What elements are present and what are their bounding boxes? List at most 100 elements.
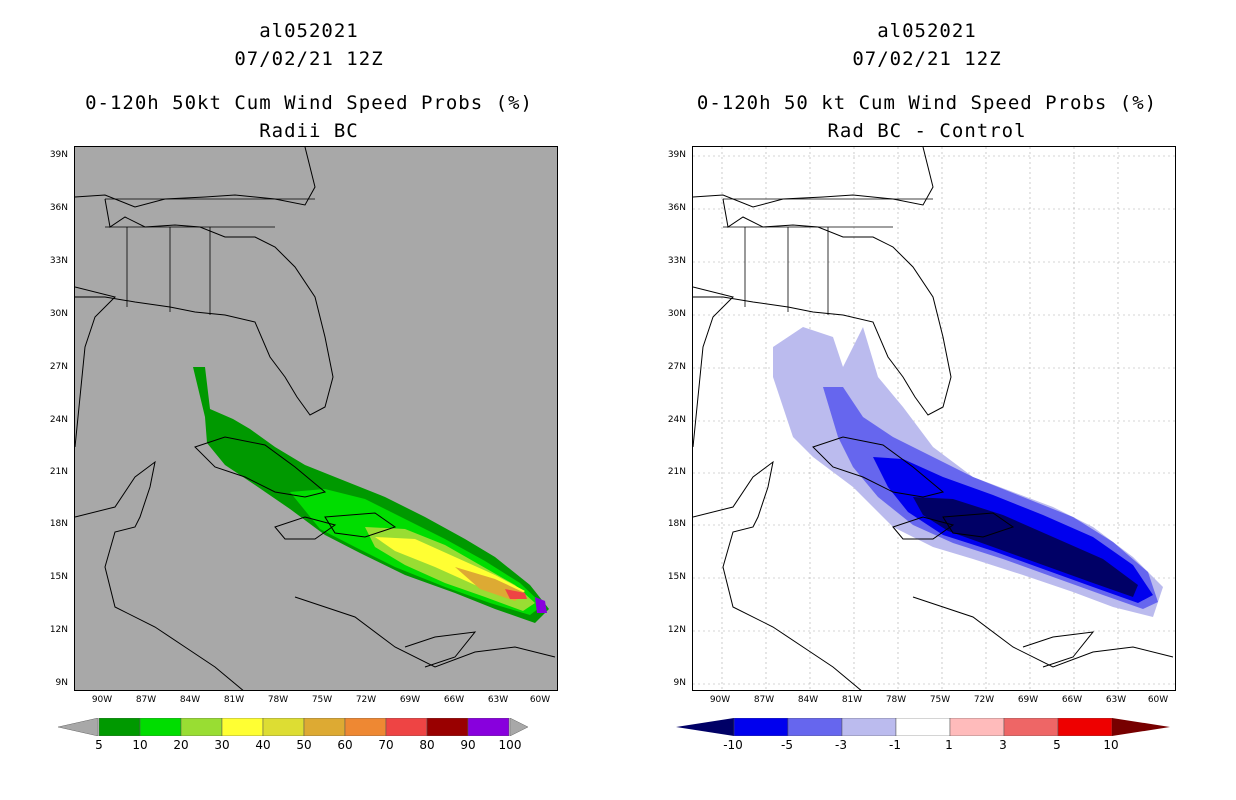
lat-tick-24n: 24N (667, 415, 686, 425)
lat-tick-9n: 9N (673, 678, 686, 688)
lat-tick-36n: 36N (667, 203, 686, 213)
left-colorbar-cell (98, 718, 141, 736)
right-colorbar (676, 718, 1170, 736)
lat-tick-33n: 33N (667, 256, 686, 266)
left-colorbar-cell (303, 718, 346, 736)
lat-tick-21n: 21N (667, 467, 686, 477)
right-colorbar-cell (1003, 718, 1059, 736)
left-cbar-label-100: 100 (498, 738, 522, 752)
right-colorbar-cell (733, 718, 789, 736)
lat-tick-36n: 36N (49, 203, 68, 213)
lon-tick-87w: 87W (135, 695, 157, 705)
right-difference-plume (773, 327, 1163, 617)
left-colorbar-cell (262, 718, 305, 736)
left-cbar-label-80: 80 (419, 738, 435, 752)
lat-tick-24n: 24N (49, 415, 68, 425)
lat-tick-21n: 21N (49, 467, 68, 477)
left-probability-plume (193, 367, 549, 623)
right-colorbar-cell (895, 718, 951, 736)
right-cbar-label-3: 3 (999, 738, 1007, 752)
lat-tick-15n: 15N (667, 572, 686, 582)
left-colorbar-cell (426, 718, 469, 736)
right-cbar-label-5: 5 (1053, 738, 1061, 752)
left-colorbar (58, 718, 528, 736)
left-datetime: 07/02/21 12Z (234, 48, 384, 70)
lon-tick-60w: 60W (1147, 695, 1169, 705)
lat-tick-27n: 27N (49, 362, 68, 372)
lat-tick-30n: 30N (49, 309, 68, 319)
left-panel: al052021 07/02/21 12Z 0-120h 50kt Cum Wi… (49, 20, 558, 752)
right-map (692, 146, 1176, 691)
lon-tick-63w: 63W (1105, 695, 1127, 705)
lon-tick-75w: 75W (311, 695, 333, 705)
right-title: 0-120h 50 kt Cum Wind Speed Probs (%) (696, 92, 1158, 114)
left-map (74, 146, 558, 691)
left-storm-id: al052021 (259, 20, 359, 42)
left-coastlines (75, 147, 556, 690)
lat-tick-12n: 12N (667, 625, 686, 635)
left-colorbar-low-arrow (58, 718, 99, 736)
left-colorbar-cell (344, 718, 387, 736)
right-colorbar-cell (841, 718, 897, 736)
lon-tick-69w: 69W (1017, 695, 1039, 705)
lon-tick-78w: 78W (885, 695, 907, 705)
left-cbar-label-70: 70 (378, 738, 394, 752)
left-cbar-label-60: 60 (337, 738, 353, 752)
left-cbar-label-20: 20 (173, 738, 189, 752)
left-cbar-label-50: 50 (296, 738, 312, 752)
right-datetime: 07/02/21 12Z (852, 48, 1002, 70)
right-cbar-label-neg10: -10 (723, 738, 743, 752)
lon-tick-60w: 60W (529, 695, 551, 705)
lat-tick-15n: 15N (49, 572, 68, 582)
left-cbar-label-40: 40 (255, 738, 271, 752)
right-cbar-label-10: 10 (1103, 738, 1119, 752)
lat-tick-18n: 18N (49, 519, 68, 529)
lon-tick-78w: 78W (267, 695, 289, 705)
right-cbar-label-1: 1 (945, 738, 953, 752)
lon-tick-72w: 72W (973, 695, 995, 705)
lat-tick-12n: 12N (49, 625, 68, 635)
lat-tick-18n: 18N (667, 519, 686, 529)
lon-tick-72w: 72W (355, 695, 377, 705)
right-colorbar-cell (949, 718, 1005, 736)
lon-tick-63w: 63W (487, 695, 509, 705)
left-colorbar-cell (221, 718, 264, 736)
lat-tick-30n: 30N (667, 309, 686, 319)
lon-tick-81w: 81W (841, 695, 863, 705)
lon-tick-81w: 81W (223, 695, 245, 705)
left-colorbar-cell (139, 718, 182, 736)
right-grid (693, 147, 1175, 690)
lon-tick-84w: 84W (179, 695, 201, 705)
left-colorbar-high-arrow (509, 718, 528, 736)
right-panel: al052021 07/02/21 12Z 0-120h 50 kt Cum W… (618, 0, 1236, 800)
lat-tick-9n: 9N (55, 678, 68, 688)
lon-tick-84w: 84W (797, 695, 819, 705)
lon-tick-90w: 90W (91, 695, 113, 705)
left-subtitle: Radii BC (259, 120, 359, 142)
lon-tick-69w: 69W (399, 695, 421, 705)
left-title: 0-120h 50kt Cum Wind Speed Probs (%) (85, 92, 533, 114)
right-coastlines (693, 147, 1174, 690)
right-cbar-label-neg1: -1 (889, 738, 901, 752)
right-colorbar-cell (787, 718, 843, 736)
right-colorbar-high-arrow (1112, 718, 1170, 736)
right-state-borders (693, 198, 933, 315)
lat-tick-33n: 33N (49, 256, 68, 266)
lat-tick-39n: 39N (49, 150, 68, 160)
left-cbar-label-30: 30 (214, 738, 230, 752)
left-cbar-label-5: 5 (95, 738, 103, 752)
right-colorbar-low-arrow (676, 718, 734, 736)
right-subtitle: Rad BC - Control (827, 120, 1027, 142)
lat-tick-27n: 27N (667, 362, 686, 372)
right-cbar-label-neg5: -5 (781, 738, 793, 752)
right-cbar-label-neg3: -3 (835, 738, 847, 752)
left-colorbar-cell (180, 718, 223, 736)
left-cbar-label-90: 90 (460, 738, 476, 752)
lon-tick-66w: 66W (443, 695, 465, 705)
left-colorbar-cell (385, 718, 428, 736)
lon-tick-75w: 75W (929, 695, 951, 705)
lon-tick-66w: 66W (1061, 695, 1083, 705)
lon-tick-90w: 90W (709, 695, 731, 705)
right-storm-id: al052021 (877, 20, 977, 42)
left-colorbar-cell (467, 718, 510, 736)
